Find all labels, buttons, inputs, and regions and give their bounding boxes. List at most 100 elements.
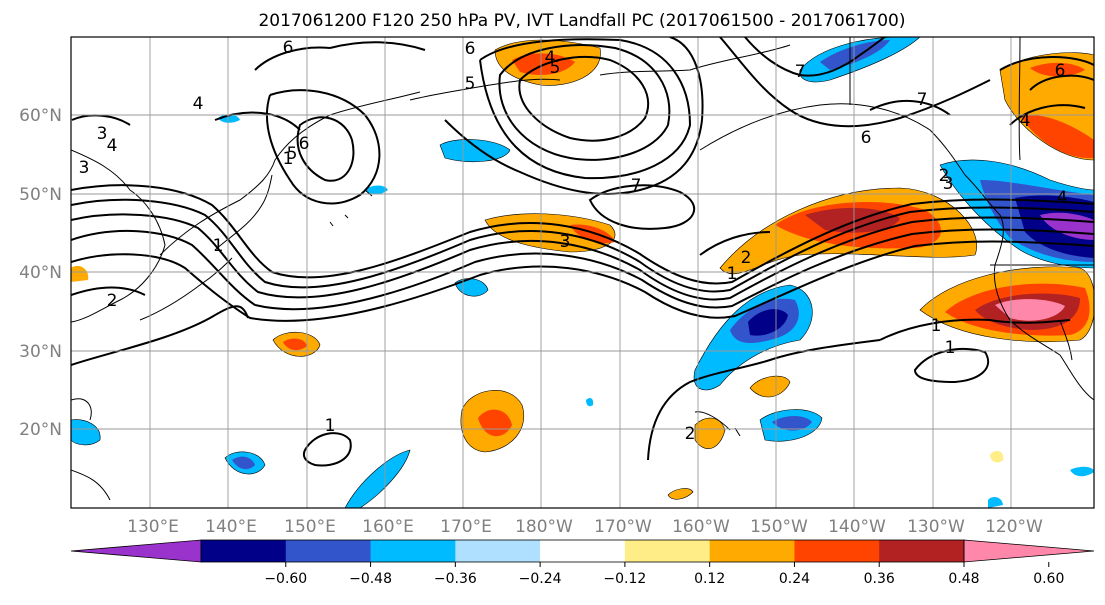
longitude-tick-label: 130°W bbox=[907, 517, 965, 537]
negative-anomaly bbox=[232, 456, 255, 470]
positive-anomaly bbox=[694, 417, 726, 449]
latitude-tick-label: 50°N bbox=[19, 185, 62, 205]
pv-contour-label: 1 bbox=[283, 149, 294, 169]
positive-anomaly bbox=[749, 375, 791, 398]
latitude-tick-label: 40°N bbox=[19, 263, 62, 283]
longitude-tick-label: 160°W bbox=[672, 517, 730, 537]
pv-contour-label: 3 bbox=[97, 124, 108, 144]
pv-contour-label: 5 bbox=[550, 58, 561, 78]
longitude-tick-label: 150°E bbox=[284, 517, 336, 537]
colorbar-swatch bbox=[709, 540, 795, 562]
pv-contour-label: 4 bbox=[193, 94, 204, 114]
longitude-tick-label: 150°W bbox=[750, 517, 808, 537]
pv-contour-label: 7 bbox=[917, 90, 928, 110]
negative-anomaly bbox=[586, 397, 594, 407]
colorbar-tick-label: 0.48 bbox=[948, 571, 979, 587]
pv-contour-label: 2 bbox=[685, 424, 696, 444]
colorbar-swatch bbox=[540, 540, 626, 562]
positive-anomaly bbox=[995, 299, 1065, 321]
negative-anomaly bbox=[1070, 466, 1094, 477]
positive-anomaly bbox=[1030, 62, 1085, 77]
latitude-labels: 60°N 50°N 40°N 30°N 20°N bbox=[19, 106, 62, 440]
pv-contour-label: 3 bbox=[560, 232, 571, 252]
latitude-tick-label: 20°N bbox=[19, 420, 62, 440]
pv-contour-label: 2 bbox=[741, 248, 752, 268]
negative-anomaly bbox=[820, 40, 890, 70]
pv-contour-label: 7 bbox=[795, 62, 806, 82]
pv-contour-label: 6 bbox=[1055, 61, 1066, 81]
positive-anomaly bbox=[283, 338, 307, 351]
figure-title: 2017061200 F120 250 hPa PV, IVT Landfall… bbox=[258, 11, 905, 31]
latitude-tick-label: 30°N bbox=[19, 342, 62, 362]
pv-contour-label: 6 bbox=[465, 39, 476, 59]
colorbar-tick-label: −0.12 bbox=[603, 571, 646, 587]
pv-contour-label: 1 bbox=[213, 236, 224, 256]
pv-contour-label: 6 bbox=[283, 38, 294, 58]
pv-contours bbox=[71, 37, 1094, 467]
longitude-tick-label: 140°W bbox=[828, 517, 886, 537]
negative-anomaly bbox=[988, 497, 1003, 508]
colorbar-swatch bbox=[794, 540, 880, 562]
pv-contour-label: 2 bbox=[107, 291, 118, 311]
pv-contour-label: 4 bbox=[107, 136, 118, 156]
colorbar-swatch bbox=[201, 540, 287, 562]
pv-contour-label: 1 bbox=[945, 338, 956, 358]
pv-contour-label: 1 bbox=[727, 264, 738, 284]
map-frame bbox=[70, 36, 1095, 509]
colorbar-extend-max bbox=[963, 539, 1095, 563]
colorbar-tick-label: 0.36 bbox=[864, 571, 895, 587]
negative-anomaly bbox=[365, 185, 388, 195]
pv-contour-label: 2 bbox=[939, 166, 950, 186]
pv-contour-label: 6 bbox=[861, 128, 872, 148]
longitude-tick-label: 120°W bbox=[985, 517, 1043, 537]
positive-anomaly bbox=[990, 450, 1004, 463]
negative-anomaly bbox=[748, 309, 788, 336]
colorbar-tick-label: −0.48 bbox=[349, 571, 392, 587]
negative-anomaly bbox=[439, 139, 511, 163]
colorbar-outline bbox=[200, 539, 965, 563]
colorbar-extend-min bbox=[70, 539, 202, 563]
colorbar-tick-label: 0.12 bbox=[694, 571, 725, 587]
longitude-tick-label: 170°W bbox=[594, 517, 652, 537]
longitude-tick-label: 130°E bbox=[127, 517, 179, 537]
positive-anomaly bbox=[71, 265, 89, 282]
colorbar-swatch bbox=[624, 540, 711, 562]
colorbar-tick-label: −0.36 bbox=[434, 571, 477, 587]
longitude-tick-label: 180°W bbox=[515, 517, 573, 537]
gridlines bbox=[71, 37, 1094, 508]
longitude-tick-label: 160°E bbox=[362, 517, 414, 537]
negative-anomaly bbox=[772, 416, 812, 431]
negative-anomaly bbox=[71, 419, 101, 446]
pv-contour-label: 1 bbox=[931, 316, 942, 336]
colorbar-tick-label: −0.24 bbox=[519, 571, 562, 587]
latitude-tick-label: 60°N bbox=[19, 106, 62, 126]
colorbar-swatch bbox=[879, 540, 965, 562]
colorbar-tick-label: −0.60 bbox=[264, 571, 307, 587]
colorbar-swatch bbox=[285, 540, 372, 562]
positive-anomaly bbox=[1020, 114, 1094, 159]
pv-contour-label: 1 bbox=[325, 416, 336, 436]
longitude-labels: 130°E 140°E 150°E 160°E 170°E 180°W 170°W 160°W… bbox=[127, 517, 1043, 537]
pv-contour-label: 4 bbox=[545, 48, 556, 68]
longitude-tick-label: 140°E bbox=[205, 517, 257, 537]
colorbar-swatch bbox=[455, 540, 541, 562]
pv-contour-label: 6 bbox=[299, 134, 310, 154]
pv-contour-label: 5 bbox=[287, 144, 298, 164]
pv-contour-label: 3 bbox=[79, 158, 90, 178]
colorbar-swatch bbox=[370, 540, 456, 562]
colorbar: −0.60 −0.48 −0.36 −0.24 −0.12 0.12 0.24 0.36 0.4… bbox=[70, 539, 1095, 587]
colorbar-tick-label: 0.60 bbox=[1033, 571, 1064, 587]
pv-contour-label: 5 bbox=[465, 74, 476, 94]
positive-anomaly bbox=[478, 409, 512, 437]
pv-contour-label: 4 bbox=[1020, 111, 1031, 131]
pv-contour-label: 4 bbox=[1057, 188, 1068, 208]
longitude-tick-label: 170°E bbox=[440, 517, 492, 537]
positive-anomaly bbox=[667, 488, 694, 500]
pv-contour-label: 7 bbox=[631, 176, 642, 196]
negative-anomaly bbox=[344, 449, 411, 508]
colorbar-tick-label: 0.24 bbox=[779, 571, 810, 587]
pv-contour-label: 3 bbox=[943, 174, 954, 194]
